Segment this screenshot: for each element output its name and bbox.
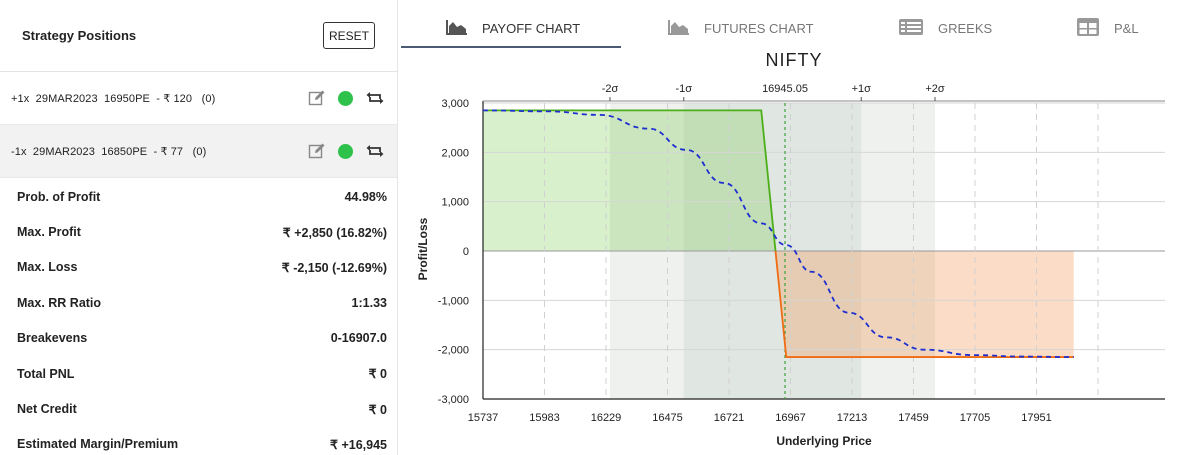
metric-value: ₹ +16,945	[330, 437, 387, 452]
area-chart-icon	[446, 19, 468, 38]
tab-greeks[interactable]: GREEKS	[898, 10, 992, 46]
x-tick-label: 16721	[714, 412, 745, 424]
edit-icon[interactable]	[308, 89, 326, 107]
metric-value: ₹ 0	[368, 367, 387, 382]
metrics-list: Prob. of Profit 44.98% Max. Profit ₹ +2,85…	[0, 179, 397, 455]
area-chart-icon	[668, 19, 690, 38]
payoff-chart[interactable]: 3,000 2,000 1,000 0 -1,000 -2,000 -3,000 15737 1…	[398, 0, 1200, 455]
tab-payoff-chart[interactable]: PAYOFF CHART	[446, 10, 580, 46]
metric-label: Max. Loss	[17, 260, 78, 275]
tab-futures-chart[interactable]: FUTURES CHART	[668, 10, 814, 46]
metric-breakevens: Breakevens 0-16907.0	[17, 321, 387, 356]
x-tick-label: 16229	[591, 412, 622, 424]
metric-max-profit: Max. Profit ₹ +2,850 (16.82%)	[17, 214, 387, 249]
tab-pnl[interactable]: P&L	[1076, 10, 1139, 46]
chart-panel: PAYOFF CHART FUTURES CHART GREEKS P&L 3,…	[398, 0, 1200, 455]
metric-max-rr-ratio: Max. RR Ratio 1:1.33	[17, 285, 387, 320]
table-icon	[1076, 17, 1100, 40]
sigma-label: -1σ	[675, 83, 692, 95]
profit-area	[483, 110, 776, 252]
y-tick-label: -2,000	[438, 345, 469, 357]
x-tick-label: 15983	[529, 412, 560, 424]
x-tick-label: 17705	[960, 412, 991, 424]
x-tick-label: 16967	[775, 412, 806, 424]
active-status-dot[interactable]	[338, 90, 353, 106]
metric-label: Max. RR Ratio	[17, 295, 102, 310]
metric-max-loss: Max. Loss ₹ -2,150 (-12.69%)	[17, 250, 387, 285]
list-icon	[898, 18, 924, 39]
x-tick-label: 16475	[652, 412, 683, 424]
metric-estimated-margin: Estimated Margin/Premium ₹ +16,945	[17, 427, 387, 455]
position-text: -1x 29MAR2023 16850PE - ₹ 77 (0)	[11, 145, 207, 158]
panel-title: Strategy Positions	[22, 28, 137, 43]
y-tick-label: 2,000	[441, 147, 469, 159]
active-tab-indicator	[401, 46, 621, 48]
metric-net-credit: Net Credit ₹ 0	[17, 391, 387, 426]
t0-payoff-curve	[482, 109, 1074, 358]
spot-price-label: 16945.05	[762, 83, 808, 95]
loss-area	[775, 251, 1074, 358]
metric-total-pnl: Total PNL ₹ 0	[17, 356, 387, 391]
strategy-positions-panel: Strategy Positions RESET +1x 29MAR2023 1…	[0, 0, 398, 455]
y-tick-label: -3,000	[438, 394, 469, 406]
position-text: +1x 29MAR2023 16950PE - ₹ 120 (0)	[11, 92, 216, 105]
metric-label: Breakevens	[17, 331, 88, 346]
tab-label: PAYOFF CHART	[482, 20, 581, 36]
tab-label: P&L	[1114, 20, 1139, 36]
x-tick-label: 17951	[1021, 412, 1052, 424]
y-tick-label: 3,000	[441, 98, 469, 110]
metric-value: 0-16907.0	[330, 331, 387, 346]
metric-value: 1:1.33	[351, 295, 387, 310]
metric-value: 44.98%	[344, 189, 387, 204]
position-row: -1x 29MAR2023 16850PE - ₹ 77 (0)	[0, 125, 397, 178]
x-axis-label: Underlying Price	[776, 434, 872, 448]
metric-label: Prob. of Profit	[17, 189, 101, 204]
position-row: +1x 29MAR2023 16950PE - ₹ 120 (0)	[0, 72, 397, 125]
y-tick-label: 0	[463, 246, 469, 258]
reset-button[interactable]: RESET	[323, 22, 375, 49]
payoff-line-profit	[483, 109, 777, 252]
chart-tabs: PAYOFF CHART FUTURES CHART GREEKS P&L	[398, 0, 1200, 50]
x-tick-label: 17213	[837, 412, 868, 424]
edit-icon[interactable]	[308, 142, 326, 160]
tab-label: FUTURES CHART	[704, 20, 814, 36]
sigma-label: +1σ	[852, 83, 872, 95]
y-tick-label: 1,000	[441, 197, 469, 209]
chart-title: NIFTY	[766, 50, 823, 70]
x-tick-label: 15737	[468, 412, 499, 424]
metric-value: ₹ -2,150 (-12.69%)	[281, 260, 387, 275]
y-axis-label: Profit/Loss	[416, 217, 430, 280]
tab-label: GREEKS	[938, 20, 993, 36]
metric-value: ₹ +2,850 (16.82%)	[282, 225, 387, 240]
swap-icon[interactable]	[365, 90, 385, 106]
panel-header: Strategy Positions RESET	[0, 0, 397, 72]
sigma-label: -2σ	[602, 83, 619, 95]
metric-label: Estimated Margin/Premium	[17, 437, 179, 452]
metric-label: Max. Profit	[17, 225, 81, 240]
swap-icon[interactable]	[365, 143, 385, 159]
payoff-line-loss	[774, 250, 1074, 358]
sigma-label: +2σ	[925, 83, 945, 95]
y-tick-label: -1,000	[438, 295, 469, 307]
active-status-dot[interactable]	[338, 143, 353, 159]
metric-label: Total PNL	[17, 366, 75, 381]
x-tick-label: 17459	[898, 412, 929, 424]
metric-prob-of-profit: Prob. of Profit 44.98%	[17, 179, 387, 214]
metric-value: ₹ 0	[368, 402, 387, 417]
metric-label: Net Credit	[17, 402, 77, 417]
